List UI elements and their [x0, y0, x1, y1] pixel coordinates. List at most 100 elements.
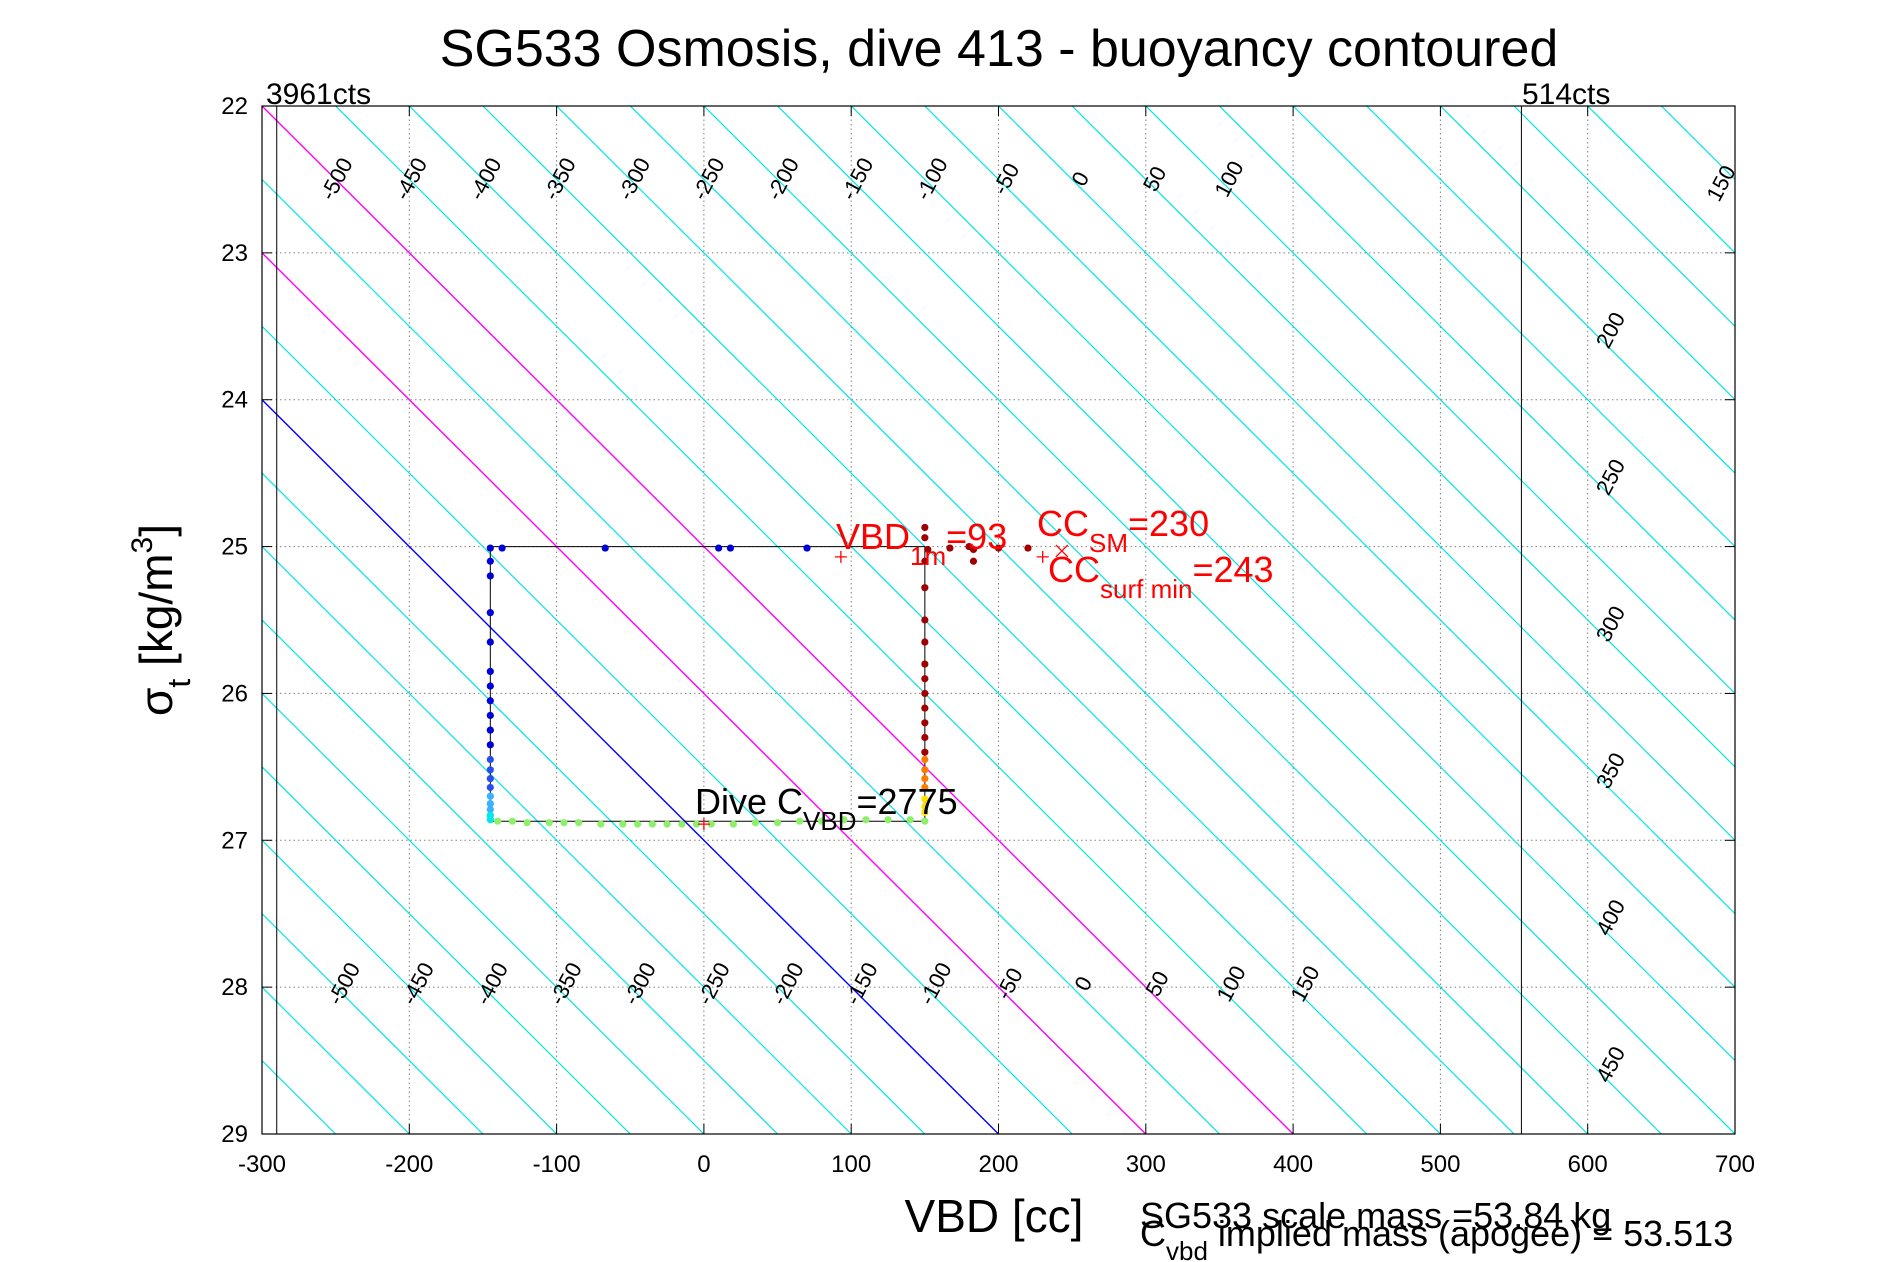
data-point: [494, 817, 502, 825]
buoyancy-contour-line: [998, 106, 1735, 842]
data-point: [751, 819, 760, 827]
buoyancy-contour-line: [262, 545, 852, 1134]
data-point: [994, 544, 1003, 552]
y-tick-label: 27: [221, 827, 248, 854]
data-point: [692, 820, 701, 828]
data-point: [921, 638, 929, 646]
data-point: [921, 802, 929, 811]
data-point: [486, 799, 494, 808]
data-point: [486, 741, 494, 749]
data-point: [486, 766, 494, 774]
data-point: [906, 816, 914, 824]
data-point: [921, 689, 929, 698]
data-point: [486, 805, 494, 814]
plus-marker: [834, 550, 847, 563]
axis-ticks: -300 -200 -100 0 100 200 300 400 500 600 700 22 23 24…: [221, 93, 1755, 1178]
data-point: [921, 584, 929, 592]
buoyancy-contour-line: [1145, 106, 1735, 695]
y-tick-label: 29: [221, 1121, 248, 1148]
data-point: [498, 544, 506, 552]
buoyancy-contour-line: [703, 106, 1735, 1134]
scale-mass-note: SG533 scale mass =53.84 kg: [1140, 1195, 1611, 1236]
data-point: [486, 816, 494, 824]
data-point: [619, 820, 627, 828]
data-point: [818, 817, 826, 825]
data-point: [707, 820, 715, 828]
data-point: [921, 795, 929, 803]
buoyancy-contour-line: [482, 106, 1515, 1134]
data-point: [486, 557, 494, 565]
right-limit-label: 514cts: [1522, 78, 1610, 111]
x-tick-label: 100: [831, 1151, 871, 1178]
cc-surf-min-annotation: CCsurf min=243: [1048, 549, 1274, 604]
buoyancy-contour-line: [1292, 106, 1735, 548]
data-point: [773, 819, 782, 827]
buoyancy-contour-line: [1513, 106, 1735, 328]
data-point: [486, 783, 494, 792]
data-point: [921, 748, 929, 756]
data-point: [969, 545, 978, 554]
markers: [697, 544, 1069, 831]
data-point: [597, 820, 605, 828]
data-point: [486, 697, 494, 705]
dive-cvbd-annotation: Dive CVBD=2775: [695, 781, 958, 836]
data-point: [508, 817, 517, 825]
data-point: [921, 534, 929, 542]
data-point: [921, 755, 929, 764]
y-axis-label: σt [kg/m3]: [126, 524, 197, 716]
data-point: [648, 820, 656, 828]
data-point: [796, 817, 804, 825]
buoyancy-contour-line: [262, 178, 1220, 1134]
data-point: [486, 726, 494, 734]
buoyancy-contour-line: [1071, 106, 1735, 768]
buoyancy-contour-line: [262, 692, 705, 1134]
data-point: [486, 711, 494, 720]
data-point: [921, 660, 929, 668]
data-point: [486, 775, 494, 783]
data-point: [486, 609, 494, 617]
data-point: [486, 792, 494, 800]
y-tick-label: 22: [221, 93, 248, 120]
data-point: [663, 820, 671, 828]
cc-sm-annotation: CCSM=230: [1037, 503, 1209, 558]
buoyancy-contour-line: [262, 325, 1073, 1134]
data-point: [921, 675, 929, 683]
buoyancy-contour-line: [262, 839, 558, 1134]
data-point: [946, 544, 954, 552]
data-point: [921, 817, 929, 825]
data-point: [560, 819, 568, 827]
x-tick-label: 500: [1420, 1151, 1460, 1178]
x-tick-label: -200: [385, 1151, 433, 1178]
data-point: [634, 820, 642, 828]
buoyancy-contour-line: [629, 106, 1662, 1134]
data-point: [486, 572, 494, 580]
data-point: [924, 545, 932, 554]
buoyancy-contour-line: [262, 472, 926, 1134]
buoyancy-contour-magenta: [262, 251, 1147, 1134]
data-point: [921, 775, 929, 783]
data-point: [884, 816, 892, 824]
data-point: [486, 755, 494, 764]
x-tick-label: -300: [238, 1151, 286, 1178]
data-point: [545, 819, 553, 827]
data-point: [729, 820, 737, 828]
data-point: [921, 733, 929, 742]
x-tick-label: 700: [1715, 1151, 1755, 1178]
data-point: [921, 704, 929, 712]
data-point: [921, 616, 929, 624]
x-tick-label: -100: [533, 1151, 581, 1178]
buoyancy-contour-line: [850, 106, 1735, 988]
y-tick-label: 28: [221, 974, 248, 1001]
data-point: [969, 557, 978, 565]
buoyancy-contour-magenta: [262, 106, 1294, 1134]
buoyancy-contour-line: [777, 106, 1735, 1062]
buoyancy-contour-line: [335, 106, 1368, 1134]
buoyancy-contour-line: [924, 106, 1735, 915]
y-tick-label: 26: [221, 680, 248, 707]
data-point: [803, 544, 811, 552]
buoyancy-contour-zero: [262, 398, 999, 1134]
buoyancy-contour-line: [1366, 106, 1735, 474]
data-point: [486, 544, 494, 552]
buoyancy-contour-line: [262, 766, 631, 1134]
